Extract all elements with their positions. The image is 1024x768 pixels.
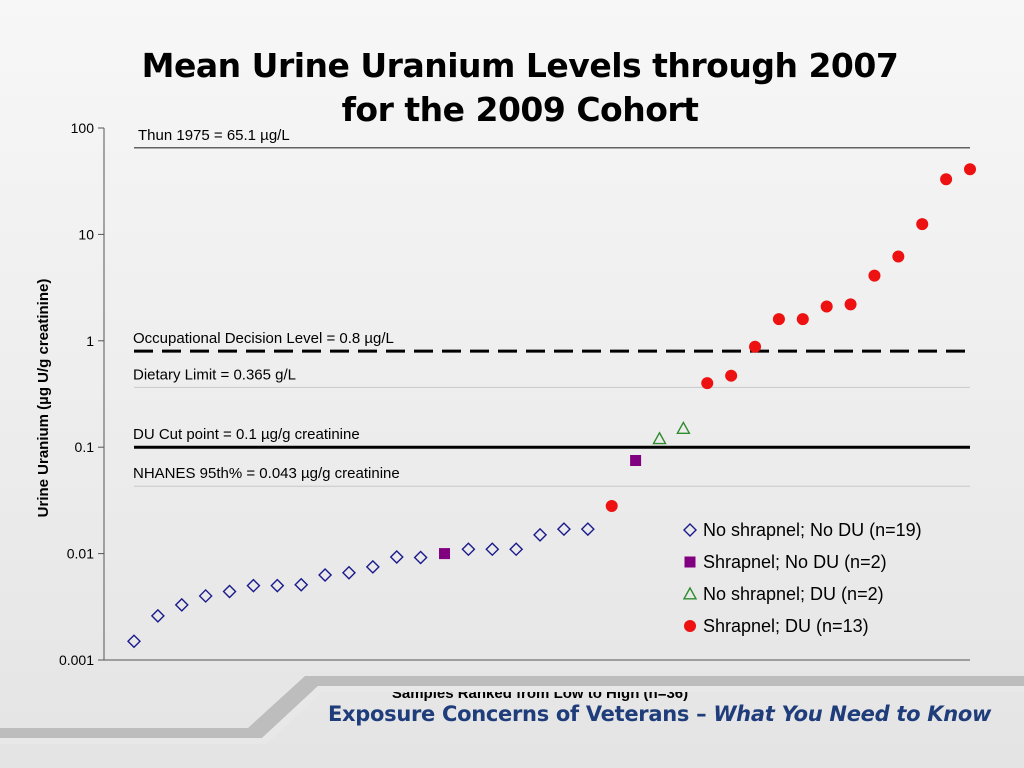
y-tick-label: 0.001 xyxy=(59,652,94,668)
point-diamond xyxy=(413,550,428,565)
y-tick-label: 0.1 xyxy=(75,439,95,455)
point-circle xyxy=(820,300,833,313)
footer-italic-text: What You Need to Know xyxy=(713,702,992,726)
point-square xyxy=(439,548,451,560)
point-circle xyxy=(725,369,738,382)
point-diamond xyxy=(509,542,524,557)
y-tick-label: 1 xyxy=(86,333,94,349)
point-diamond xyxy=(270,578,285,593)
point-circle xyxy=(892,250,905,263)
point-diamond xyxy=(294,577,309,592)
point-diamond xyxy=(341,565,356,580)
y-tick-label: 0.01 xyxy=(67,546,94,562)
legend: No shrapnel; No DU (n=19) Shrapnel; No DU… xyxy=(682,520,922,636)
point-circle xyxy=(684,620,696,632)
point-triangle xyxy=(676,421,691,434)
point-diamond xyxy=(556,522,571,537)
point-diamond xyxy=(580,522,595,537)
point-circle xyxy=(964,163,976,176)
y-tick-label: 10 xyxy=(78,226,94,242)
reference-line-label: NHANES 95th% = 0.043 µg/g creatinine xyxy=(133,465,400,482)
point-circle xyxy=(701,377,714,390)
y-axis-label: Urine Uranium (µg U/g creatinine) xyxy=(35,279,52,518)
point-triangle xyxy=(682,586,698,600)
footer-tagline: Exposure Concerns of Veterans – What You… xyxy=(328,702,1018,726)
legend-entry-label: No shrapnel; DU (n=2) xyxy=(703,584,884,604)
point-diamond xyxy=(683,523,697,537)
point-circle xyxy=(844,298,857,311)
point-circle xyxy=(868,269,881,282)
data-points xyxy=(127,163,976,649)
point-diamond xyxy=(389,549,404,564)
point-diamond xyxy=(198,588,213,603)
point-diamond xyxy=(365,559,380,574)
point-diamond xyxy=(318,567,333,582)
point-diamond xyxy=(150,608,165,623)
legend-entry-label: Shrapnel; No DU (n=2) xyxy=(703,552,887,572)
slide-title: Mean Urine Uranium Levels through 2007 f… xyxy=(0,44,1024,132)
point-square xyxy=(630,454,642,466)
point-circle xyxy=(772,313,785,326)
legend-entry-label: No shrapnel; No DU (n=19) xyxy=(703,520,922,540)
footer-band xyxy=(0,676,1024,744)
y-axis: 0.001 0.01 0.1 1 10 100 xyxy=(59,120,105,668)
reference-line-label: Dietary Limit = 0.365 g/L xyxy=(133,366,296,383)
point-diamond xyxy=(246,578,261,593)
legend-entry-label: Shrapnel; DU (n=13) xyxy=(703,616,869,636)
point-diamond xyxy=(174,597,189,612)
point-diamond xyxy=(127,634,141,649)
point-circle xyxy=(605,500,618,513)
y-tick-label: 100 xyxy=(71,120,95,136)
title-line-1: Mean Urine Uranium Levels through 2007 xyxy=(141,46,899,85)
point-circle xyxy=(749,340,762,353)
reference-lines: Thun 1975 = 65.1 µg/L Occupational Decisi… xyxy=(133,127,970,487)
reference-line-label: Thun 1975 = 65.1 µg/L xyxy=(138,127,290,144)
point-diamond xyxy=(533,527,548,542)
point-triangle xyxy=(652,431,667,445)
point-diamond xyxy=(485,542,500,557)
point-diamond xyxy=(461,542,476,557)
point-diamond xyxy=(222,584,237,599)
point-square xyxy=(684,556,696,568)
reference-line-label: DU Cut point = 0.1 µg/g creatinine xyxy=(133,426,360,443)
point-circle xyxy=(916,218,929,231)
title-line-2: for the 2009 Cohort xyxy=(341,90,699,129)
footer-main-text: Exposure Concerns of Veterans – xyxy=(328,702,714,726)
point-circle xyxy=(940,173,953,186)
reference-line-label: Occupational Decision Level = 0.8 µg/L xyxy=(133,330,394,347)
point-circle xyxy=(796,313,809,326)
